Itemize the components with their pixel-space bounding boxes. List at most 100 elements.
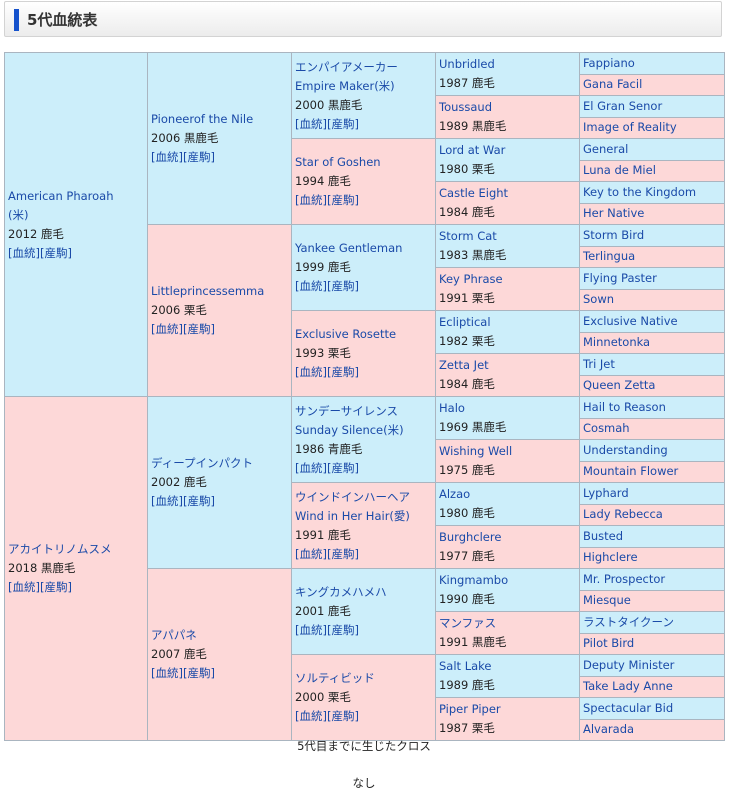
progeny-link[interactable]: 産駒 <box>187 322 211 336</box>
horse-name-link[interactable]: Fappiano <box>583 55 635 70</box>
horse-name-link[interactable]: Mountain Flower <box>583 464 679 479</box>
progeny-link[interactable]: 産駒 <box>331 116 355 131</box>
horse-name-link[interactable]: Castle Eight <box>439 186 509 200</box>
horse-name-link[interactable]: Star of Goshen <box>295 155 381 169</box>
horse-name-link[interactable]: Tri Jet <box>583 356 615 371</box>
horse-name-link[interactable]: Miesque <box>583 593 631 608</box>
pedigree-link[interactable]: 血統 <box>12 580 36 594</box>
pedigree-link[interactable]: 血統 <box>299 193 323 207</box>
progeny-link[interactable]: 産駒 <box>331 709 355 723</box>
horse-name-link[interactable]: Exclusive Native <box>583 313 678 328</box>
pedigree-link[interactable]: 血統 <box>299 365 323 379</box>
horse-name-link[interactable]: Zetta Jet <box>439 358 489 372</box>
horse-name-link[interactable]: ウインドインハーヘア <box>295 489 410 504</box>
horse-name-link[interactable]: Storm Bird <box>583 227 645 242</box>
horse-name-link[interactable]: Spectacular Bid <box>583 700 674 715</box>
gen4-horse-cell: Burghclere 1977 鹿毛 <box>435 525 580 569</box>
horse-name-link[interactable]: Littleprincessemma <box>151 284 265 298</box>
pedigree-row: Burghclere 1977 鹿毛 Busted <box>5 525 725 569</box>
progeny-link[interactable]: 産駒 <box>331 193 355 207</box>
horse-name-link[interactable]: Take Lady Anne <box>583 679 673 694</box>
horse-name-link[interactable]: Wishing Well <box>439 444 513 458</box>
horse-name-link[interactable]: Key to the Kingdom <box>583 184 697 199</box>
horse-name-link[interactable]: Understanding <box>583 442 668 457</box>
horse-name-link[interactable]: Sown <box>583 292 615 307</box>
progeny-link[interactable]: 産駒 <box>187 494 211 508</box>
horse-name-link[interactable]: Image of Reality <box>583 120 677 135</box>
horse-name-link[interactable]: Deputy Minister <box>583 657 675 672</box>
pedigree-link[interactable]: 血統 <box>155 666 179 680</box>
pedigree-link[interactable]: 血統 <box>299 279 323 293</box>
pedigree-link[interactable]: 血統 <box>155 322 179 336</box>
horse-name-link[interactable]: Halo <box>439 401 465 415</box>
horse-name-link[interactable]: Mr. Prospector <box>583 571 666 586</box>
horse-name-link[interactable]: Salt Lake <box>439 659 492 673</box>
horse-name-link[interactable]: アパパネ <box>151 628 197 642</box>
horse-name-link[interactable]: Kingmambo <box>439 573 509 587</box>
horse-name-link[interactable]: ディープインパクト <box>151 456 254 470</box>
horse-name-link[interactable]: Cosmah <box>583 421 630 436</box>
horse-name-secondary[interactable]: Wind in Her Hair(愛) <box>295 508 410 523</box>
horse-name-link[interactable]: Toussaud <box>439 100 493 114</box>
horse-name-link[interactable]: Piper Piper <box>439 702 501 716</box>
horse-name-link[interactable]: Minnetonka <box>583 335 651 350</box>
progeny-link[interactable]: 産駒 <box>44 580 68 594</box>
progeny-link[interactable]: 産駒 <box>187 150 211 164</box>
horse-name-link[interactable]: ソルティビッド <box>295 671 375 685</box>
horse-name-link[interactable]: Flying Paster <box>583 270 657 285</box>
horse-name-link[interactable]: Burghclere <box>439 530 502 544</box>
horse-name-link[interactable]: マンファス <box>439 616 497 630</box>
horse-name-link[interactable]: Alvarada <box>583 722 635 737</box>
inbreeding-cross-value: なし <box>352 776 376 790</box>
horse-name-link[interactable]: Yankee Gentleman <box>295 241 403 255</box>
horse-name-link[interactable]: American Pharoah <box>8 188 114 203</box>
pedigree-link[interactable]: 血統 <box>12 245 36 260</box>
pedigree-link[interactable]: 血統 <box>299 546 323 561</box>
pedigree-link[interactable]: 血統 <box>299 709 323 723</box>
horse-name-link[interactable]: Busted <box>583 528 624 543</box>
progeny-link[interactable]: 産駒 <box>331 546 355 561</box>
progeny-link[interactable]: 産駒 <box>187 666 211 680</box>
pedigree-link[interactable]: 血統 <box>299 623 323 637</box>
horse-name-link[interactable]: El Gran Senor <box>583 98 663 113</box>
horse-name-link[interactable]: Pioneerof the Nile <box>151 112 254 126</box>
horse-name-link[interactable]: Her Native <box>583 206 645 221</box>
horse-name-link[interactable]: Alzao <box>439 487 471 501</box>
horse-name-link[interactable]: ラストタイクーン <box>583 614 674 629</box>
horse-name-link[interactable]: Terlingua <box>583 249 636 264</box>
horse-name-link[interactable]: Hail to Reason <box>583 399 666 414</box>
horse-name-secondary[interactable]: Sunday Silence(米) <box>295 422 404 437</box>
horse-name-link[interactable]: General <box>583 141 629 156</box>
horse-name-link[interactable]: Lord at War <box>439 143 506 157</box>
horse-name-link[interactable]: Gana Facil <box>583 77 643 92</box>
horse-name-link[interactable]: Storm Cat <box>439 229 497 243</box>
horse-name-link[interactable]: Luna de Miel <box>583 163 656 178</box>
horse-name-link[interactable]: Lyphard <box>583 485 629 500</box>
horse-name-link[interactable]: Queen Zetta <box>583 378 656 393</box>
horse-name-secondary[interactable]: (米) <box>8 207 29 222</box>
horse-name-link[interactable]: Highclere <box>583 550 638 565</box>
horse-name-link[interactable]: エンパイアメーカー <box>295 59 398 74</box>
horse-name-link[interactable]: キングカメハメハ <box>295 585 387 599</box>
pedigree-link[interactable]: 血統 <box>299 460 323 475</box>
pedigree-link[interactable]: 血統 <box>299 116 323 131</box>
progeny-link[interactable]: 産駒 <box>44 245 68 260</box>
horse-name-link[interactable]: Ecliptical <box>439 315 491 329</box>
horse-name-link[interactable]: アカイトリノムスメ <box>8 542 112 556</box>
horse-name-link[interactable]: Unbridled <box>439 57 495 71</box>
progeny-link[interactable]: 産駒 <box>331 279 355 293</box>
horse-name-link[interactable]: Exclusive Rosette <box>295 327 397 341</box>
horse-name-link[interactable]: Pilot Bird <box>583 636 635 651</box>
horse-name-secondary[interactable]: Empire Maker(米) <box>295 78 395 93</box>
gen5-horse-cell: Pilot Bird <box>579 632 725 655</box>
progeny-link[interactable]: 産駒 <box>331 460 355 475</box>
horse-name-link[interactable]: サンデーサイレンス <box>295 403 399 418</box>
gen5-horse-cell: Lady Rebecca <box>579 503 725 526</box>
horse-name-link[interactable]: Key Phrase <box>439 272 503 286</box>
pedigree-row: Piper Piper 1987 栗毛 Spectacular Bid <box>5 697 725 741</box>
progeny-link[interactable]: 産駒 <box>331 623 355 637</box>
pedigree-link[interactable]: 血統 <box>155 150 179 164</box>
horse-name-link[interactable]: Lady Rebecca <box>583 507 663 522</box>
pedigree-link[interactable]: 血統 <box>155 494 179 508</box>
progeny-link[interactable]: 産駒 <box>331 365 355 379</box>
